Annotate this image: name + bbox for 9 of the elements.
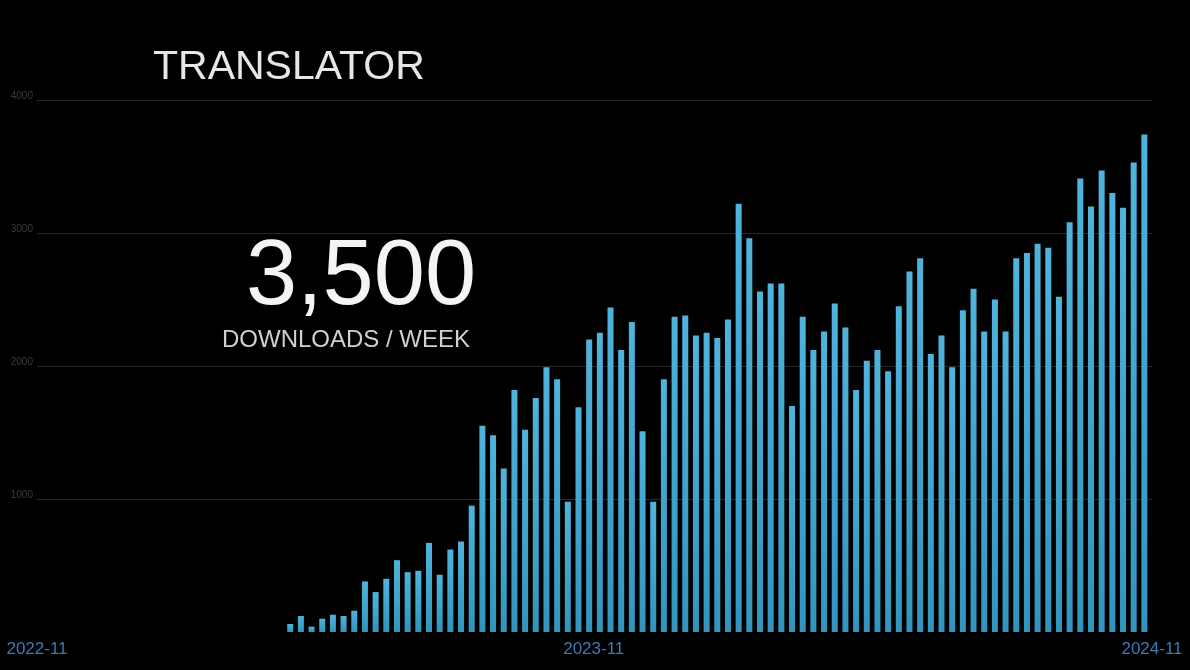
- annotation: 3,500: [245, 221, 477, 323]
- y-tick-label: 4000: [10, 89, 34, 101]
- chart-title: TRANSLATOR: [153, 41, 425, 88]
- y-tick-label: 1000: [10, 488, 34, 500]
- x-tick-label: 2023-11: [563, 639, 625, 658]
- y-tick-label: 3000: [10, 222, 34, 234]
- x-tick-label: 2022-11: [6, 639, 68, 658]
- annotation: DOWNLOADS / WEEK: [221, 324, 471, 352]
- x-tick-label: 2024-11: [1121, 639, 1183, 658]
